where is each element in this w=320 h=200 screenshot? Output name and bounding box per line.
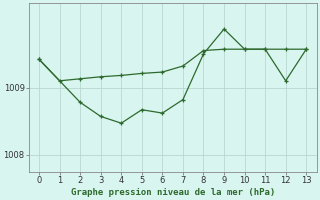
X-axis label: Graphe pression niveau de la mer (hPa): Graphe pression niveau de la mer (hPa) bbox=[70, 188, 275, 197]
